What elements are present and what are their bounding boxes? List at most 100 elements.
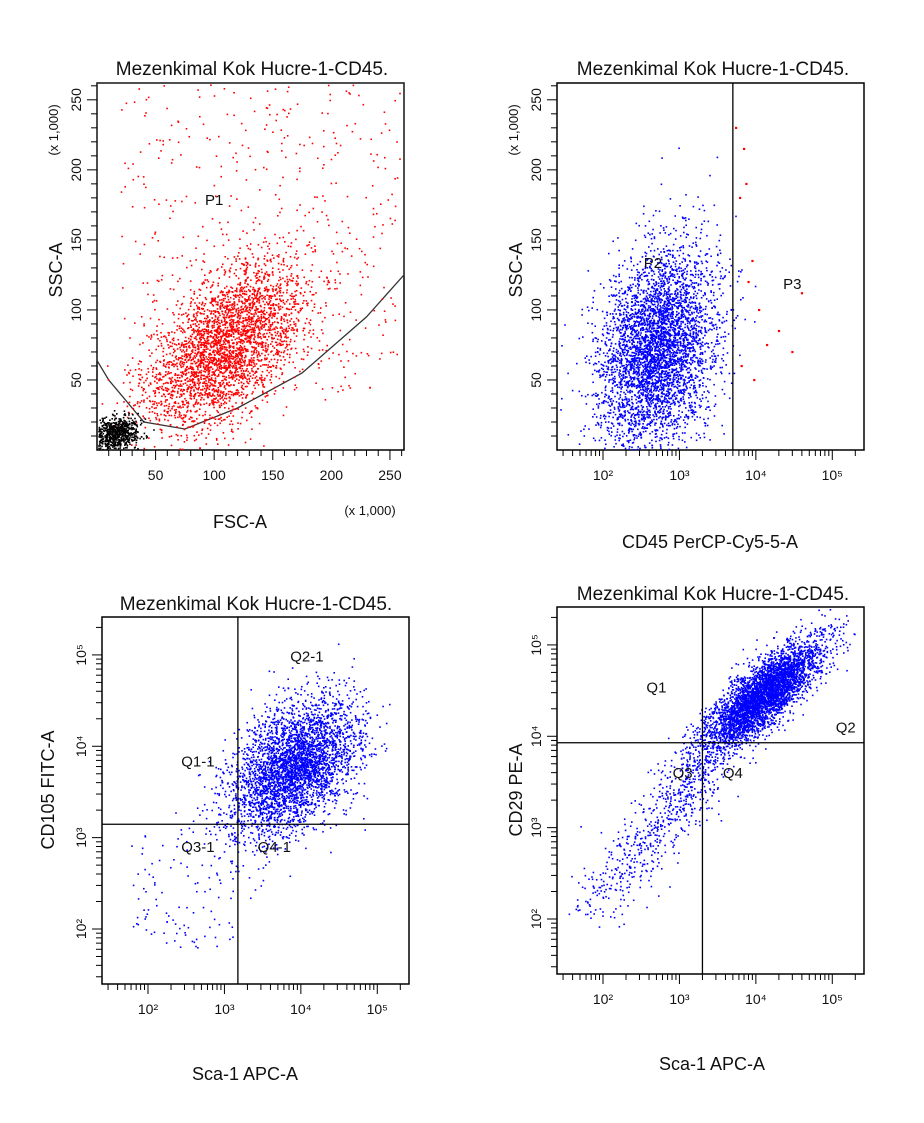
event-point (234, 338, 237, 341)
event-point (139, 437, 141, 440)
event-point (285, 315, 287, 317)
event-point (135, 431, 138, 433)
event-point (185, 128, 188, 130)
event-point (205, 298, 208, 301)
event-point (122, 287, 124, 289)
event-point (242, 393, 245, 396)
event-point (265, 317, 267, 320)
event-point (241, 359, 244, 361)
event-point (190, 398, 193, 400)
event-point (302, 329, 304, 332)
event-point (152, 400, 154, 403)
event-point (235, 170, 238, 172)
event-point (684, 383, 687, 385)
event-point (700, 310, 703, 312)
event-point (260, 280, 263, 282)
event-point (164, 382, 167, 384)
event-point (300, 225, 302, 228)
event-point (173, 402, 176, 404)
event-point (127, 423, 130, 426)
event-point (631, 422, 633, 425)
event-point (349, 93, 351, 95)
event-point (258, 332, 261, 334)
event-point (238, 296, 241, 299)
event-point (245, 334, 247, 337)
event-point (213, 406, 215, 409)
event-point (272, 337, 275, 340)
event-point (220, 390, 222, 393)
event-point (204, 418, 206, 421)
event-point (223, 294, 226, 296)
event-point (734, 327, 736, 330)
event-point (263, 325, 266, 327)
event-point (149, 419, 152, 422)
event-point (660, 375, 663, 377)
event-point (123, 423, 126, 425)
event-point (318, 276, 321, 278)
event-point (310, 336, 312, 338)
event-point (653, 300, 655, 302)
event-point (256, 319, 258, 321)
event-point (181, 375, 183, 378)
event-point (246, 341, 248, 343)
event-point (177, 317, 180, 320)
event-point (212, 400, 215, 402)
event-point (99, 419, 101, 422)
event-point (254, 295, 256, 297)
event-point (204, 274, 206, 276)
event-point (228, 346, 231, 348)
event-point (153, 407, 156, 410)
event-point (192, 346, 194, 348)
event-point (221, 397, 223, 399)
event-point (143, 183, 145, 185)
event-point (667, 326, 669, 329)
event-point (695, 311, 698, 313)
event-point (279, 284, 281, 287)
event-point (225, 359, 228, 361)
event-point (158, 280, 160, 283)
event-point (231, 346, 234, 348)
event-point (156, 325, 158, 327)
event-point (185, 345, 187, 348)
event-point (612, 354, 615, 356)
event-point (292, 329, 294, 332)
event-point (247, 350, 249, 352)
event-point (236, 290, 238, 293)
event-point (145, 373, 148, 376)
event-point (264, 237, 266, 239)
event-point (109, 438, 112, 440)
event-point (163, 335, 165, 338)
event-point (259, 189, 261, 191)
event-point (295, 250, 298, 252)
event-point (195, 371, 198, 373)
event-point (238, 299, 240, 301)
event-point (255, 321, 258, 324)
event-point (208, 363, 210, 365)
event-point (245, 299, 248, 301)
event-point (280, 322, 283, 325)
event-point (199, 352, 202, 355)
event-point (192, 320, 194, 322)
event-point (659, 437, 662, 439)
event-point (174, 343, 176, 345)
event-point (98, 435, 100, 438)
event-point (196, 418, 198, 420)
event-point (260, 359, 263, 361)
event-point (117, 447, 120, 450)
y-tick-label: 100 (68, 298, 84, 322)
event-point (230, 318, 233, 321)
event-point (216, 365, 218, 367)
event-point (126, 405, 129, 408)
event-point (116, 413, 118, 415)
event-point (193, 318, 196, 321)
event-point (187, 409, 189, 412)
event-point (244, 325, 246, 327)
event-point (276, 353, 279, 356)
event-point (111, 435, 114, 437)
event-point (233, 306, 235, 308)
event-point (216, 328, 219, 331)
event-point (221, 371, 223, 374)
event-point (288, 268, 290, 271)
event-point (196, 330, 199, 332)
event-point (200, 303, 203, 306)
